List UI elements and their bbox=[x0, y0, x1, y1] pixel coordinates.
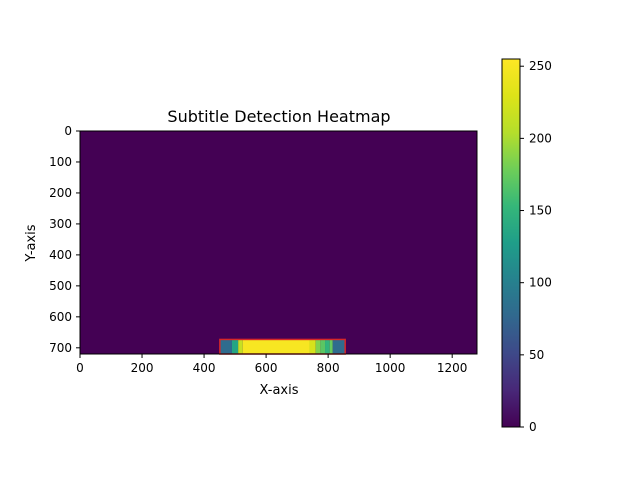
heatmap-cell bbox=[238, 339, 243, 354]
colorbar-gradient bbox=[502, 59, 520, 427]
y-axis-ticks: 0 100 200 300 400 500 600 700 bbox=[49, 124, 80, 355]
y-tick-label: 600 bbox=[49, 310, 72, 324]
y-tick-label: 200 bbox=[49, 186, 72, 200]
y-tick-label: 500 bbox=[49, 279, 72, 293]
y-tick-label: 0 bbox=[64, 124, 72, 138]
colorbar-tick-label: 0 bbox=[529, 420, 537, 434]
heatmap-cell bbox=[309, 339, 316, 354]
y-tick-label: 300 bbox=[49, 217, 72, 231]
y-tick-label: 100 bbox=[49, 155, 72, 169]
colorbar-tick-label: 150 bbox=[529, 204, 552, 218]
x-axis-ticks: 0 200 400 600 800 1000 1200 bbox=[76, 354, 467, 375]
colorbar-ticks: 0 50 100 150 200 250 bbox=[520, 59, 552, 434]
x-tick-label: 1200 bbox=[437, 361, 468, 375]
colorbar-tick-label: 50 bbox=[529, 348, 544, 362]
y-axis-label: Y-axis bbox=[24, 224, 39, 262]
x-tick-label: 600 bbox=[255, 361, 278, 375]
heatmap-cell bbox=[320, 339, 326, 354]
heatmap-cell bbox=[231, 339, 239, 354]
heatmap-background bbox=[80, 131, 477, 354]
colorbar-tick-label: 100 bbox=[529, 276, 552, 290]
heatmap-cell bbox=[332, 339, 346, 354]
plot-area bbox=[79, 130, 478, 355]
heatmap-band bbox=[219, 339, 346, 354]
y-tick-label: 700 bbox=[49, 341, 72, 355]
x-tick-label: 800 bbox=[317, 361, 340, 375]
chart-title: Subtitle Detection Heatmap bbox=[167, 107, 390, 126]
x-tick-label: 1000 bbox=[375, 361, 406, 375]
plot-frame bbox=[79, 130, 478, 355]
colorbar-tick-label: 250 bbox=[529, 59, 552, 73]
y-tick-label: 400 bbox=[49, 248, 72, 262]
heatmap-cell bbox=[325, 339, 330, 354]
heatmap-cell bbox=[219, 339, 232, 354]
x-tick-label: 0 bbox=[76, 361, 84, 375]
heatmap-cell bbox=[315, 339, 321, 354]
x-tick-label: 200 bbox=[131, 361, 154, 375]
colorbar: 0 50 100 150 200 250 bbox=[501, 58, 552, 434]
heatmap-cell bbox=[329, 339, 333, 354]
colorbar-frame bbox=[501, 58, 521, 428]
x-tick-label: 400 bbox=[193, 361, 216, 375]
x-axis-label: X-axis bbox=[260, 383, 299, 398]
colorbar-tick-label: 200 bbox=[529, 131, 552, 145]
heatmap-cell bbox=[242, 339, 310, 354]
